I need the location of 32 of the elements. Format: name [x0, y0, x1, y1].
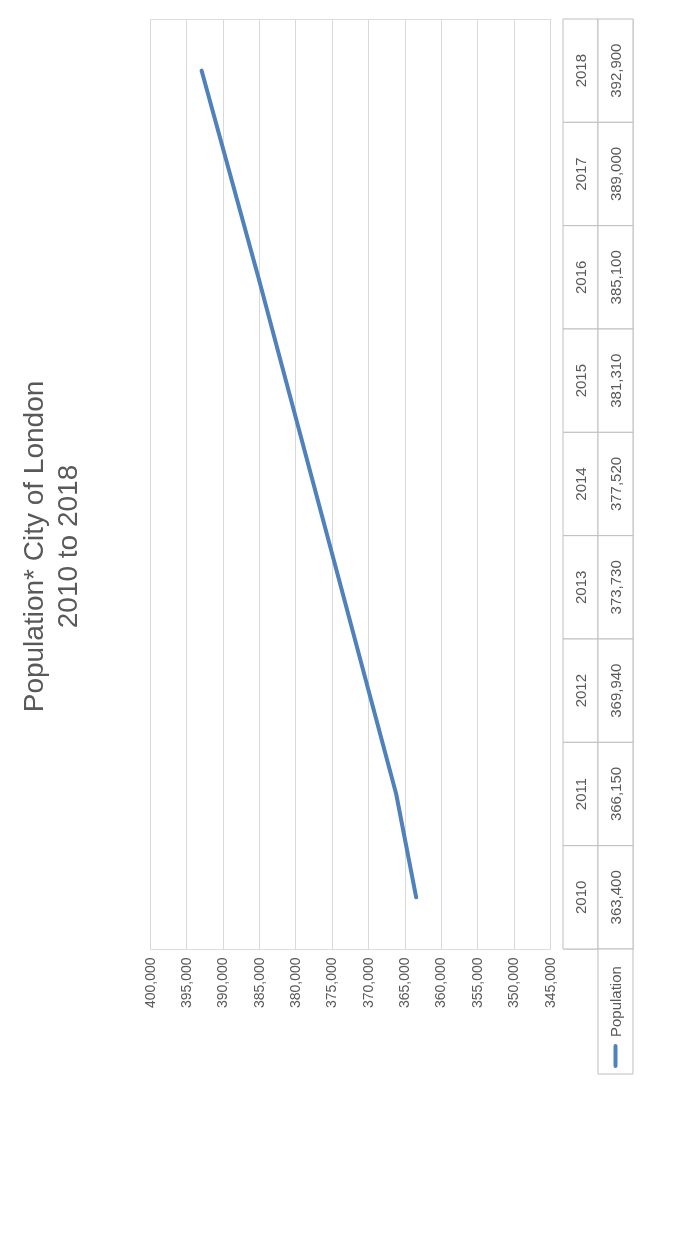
x-tick-label: 390,000: [214, 957, 231, 1009]
x-tick-label: 350,000: [505, 957, 522, 1009]
x-tick-label: 400,000: [141, 957, 158, 1009]
x-tick-label: 375,000: [323, 957, 340, 1009]
y-tick-label: 2018: [571, 53, 589, 88]
data-label: 366,150: [606, 766, 624, 822]
data-label: 385,100: [606, 250, 624, 305]
x-tick-label: 370,000: [359, 957, 376, 1009]
data-label: 373,730: [606, 560, 624, 615]
data-label: 381,310: [606, 353, 624, 408]
x-tick-label: 345,000: [541, 957, 558, 1009]
y-tick-label: 2011: [571, 777, 589, 811]
data-label: 369,940: [606, 663, 624, 718]
data-label: 363,400: [606, 870, 624, 925]
y-tick-label: 2013: [571, 570, 589, 605]
x-tick-label: 395,000: [177, 957, 194, 1009]
y-tick-label: 2012: [571, 673, 589, 708]
text: Population* City of London 2010 to 2018: [17, 380, 83, 713]
y-tick-label: 2010: [571, 880, 589, 915]
x-tick-label: 360,000: [432, 957, 449, 1009]
x-tick-label: 355,000: [468, 957, 485, 1009]
x-tick-label: 380,000: [286, 957, 303, 1009]
y-tick-label: 2015: [571, 363, 589, 398]
text: Population: [606, 966, 624, 1037]
data-label: 377,520: [606, 456, 624, 512]
data-label: 389,000: [606, 146, 624, 202]
y-tick-label: 2016: [571, 260, 589, 295]
y-tick-label: 2014: [571, 467, 589, 501]
x-tick-label: 365,000: [396, 957, 413, 1009]
data-label: 392,900: [606, 43, 624, 98]
x-tick-label: 385,000: [250, 957, 267, 1009]
y-tick-label: 2017: [571, 157, 589, 191]
